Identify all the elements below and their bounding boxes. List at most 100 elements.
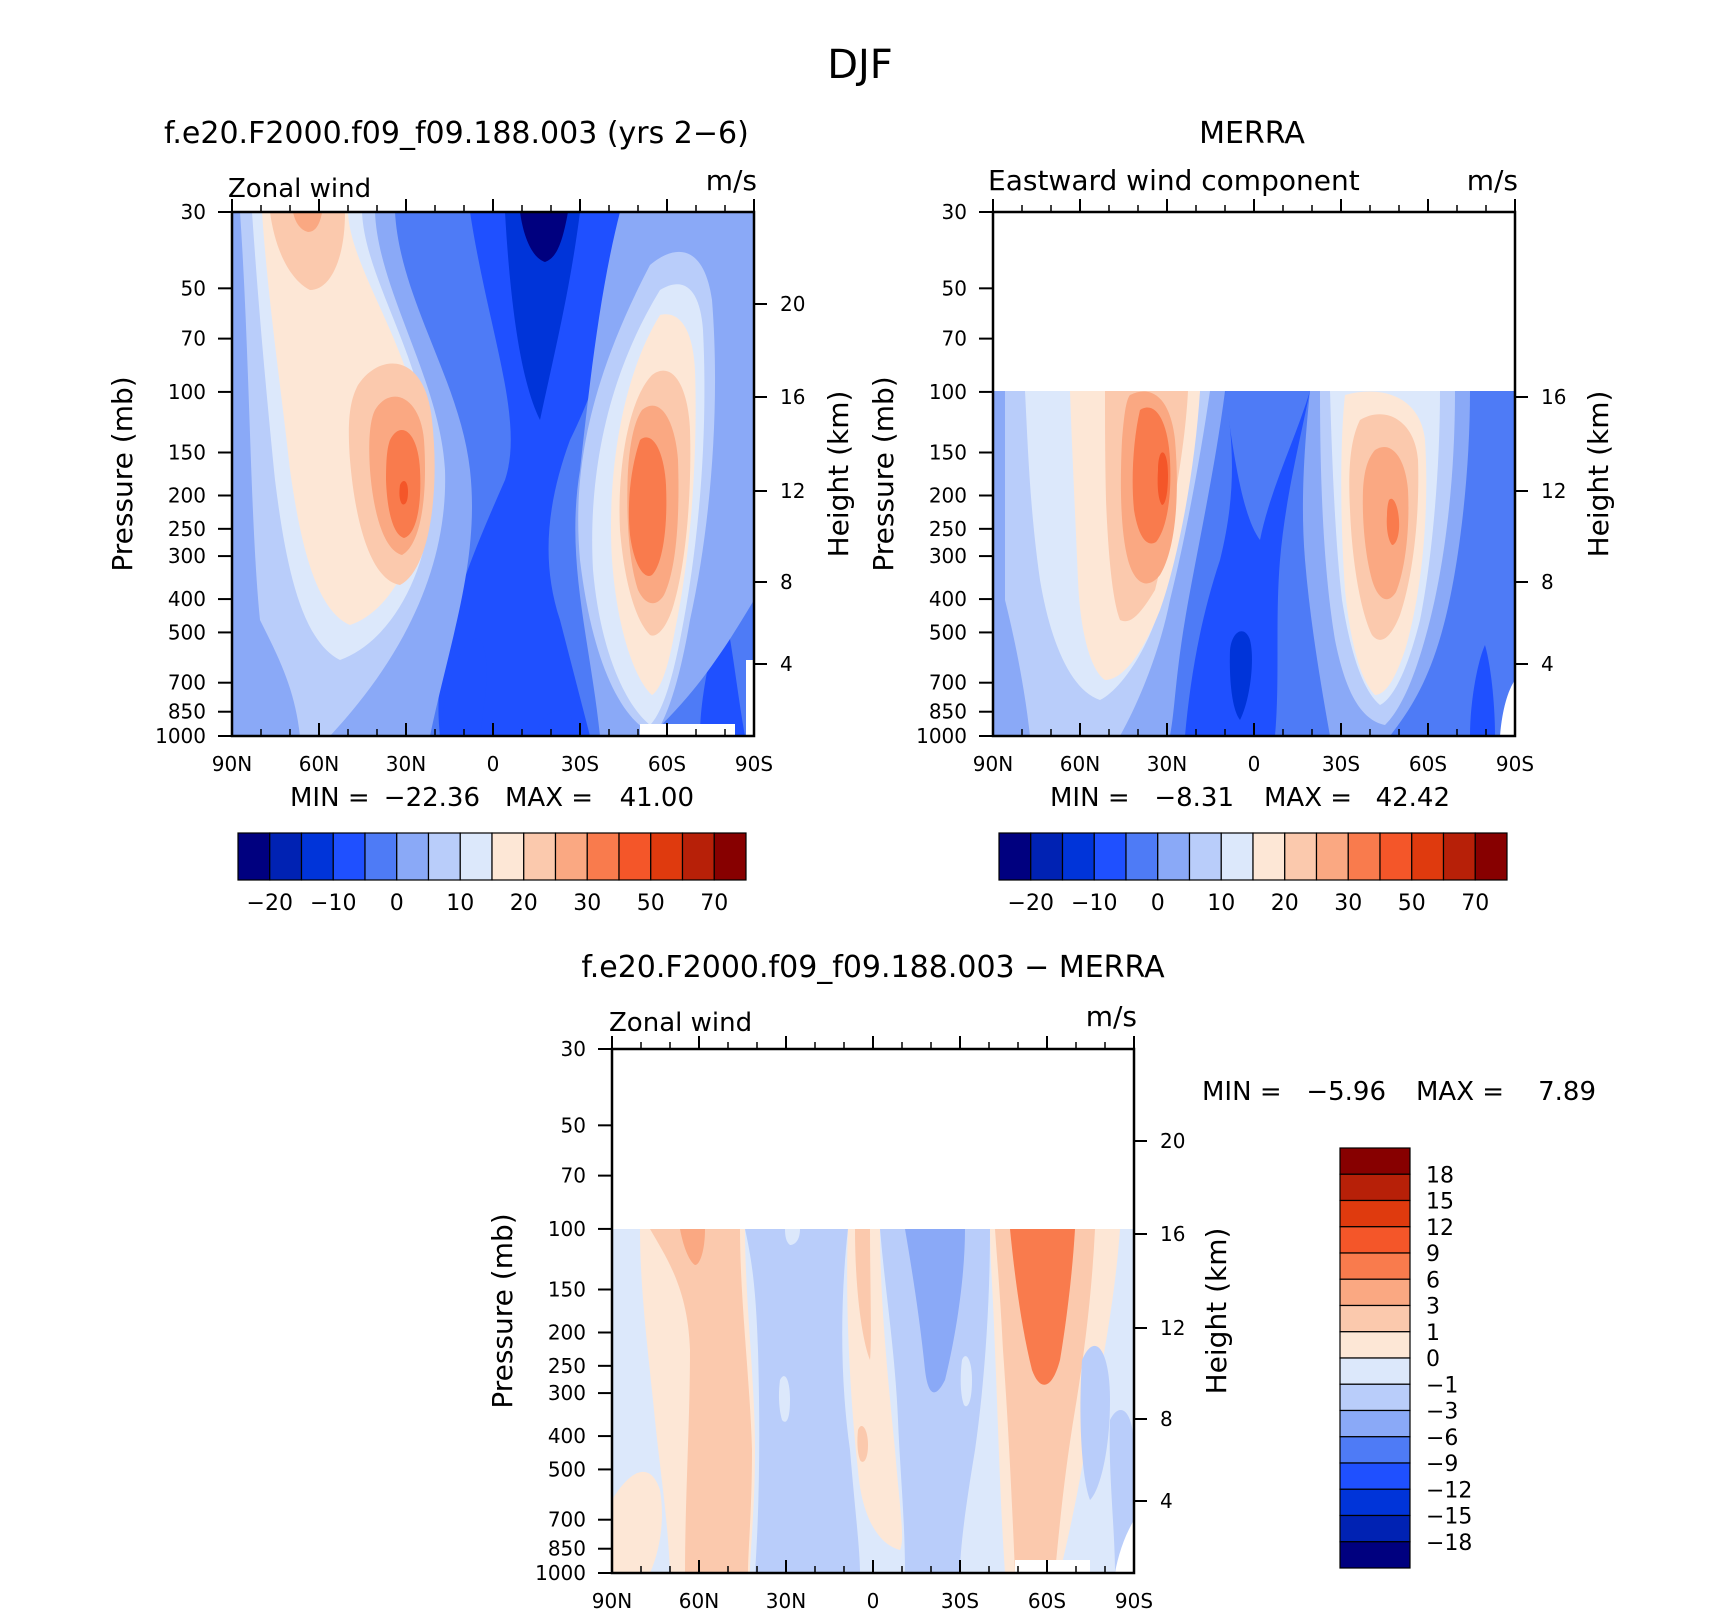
colorbar-label: 9 [1426,1242,1440,1267]
colorbar-label: 30 [1334,891,1362,916]
contour-level-nh-8 [1157,452,1168,505]
colorbar-swatch [1339,1304,1411,1333]
height-tick-label: 8 [780,570,793,594]
height-tick-label: 4 [1160,1489,1173,1513]
y-tick-label: 70 [561,1164,586,1188]
colorbar-swatch [998,832,1032,881]
y-tick-label: 250 [168,517,206,541]
colorbar-swatch [554,832,588,881]
colorbar-swatch [1339,1173,1411,1202]
missing-data [746,660,754,736]
missing-data [1115,1520,1134,1573]
y-tick-label: 250 [548,1354,586,1378]
y-tick-label: 1000 [155,724,206,748]
colorbar-swatch [1411,832,1445,881]
colorbar-label: −15 [1426,1505,1472,1530]
y-tick-label: 50 [181,276,206,300]
y-tick-label: 700 [548,1508,586,1532]
contour-level-nh-7 [1132,407,1171,544]
colorbar-swatch [1339,1436,1411,1464]
colorbar-label: 0 [1151,891,1165,916]
contour-level-pos-5 [855,1229,871,1360]
colorbar-swatch [523,832,557,881]
contour-level-neg-2 [880,1229,990,1573]
ylabel-height: Height (km) [1200,1228,1233,1395]
x-tick-label: 30N [386,752,426,776]
colorbar-swatch [1093,832,1127,881]
colorbar-swatch [1339,1488,1411,1517]
x-tick-label: 60S [1028,1589,1066,1611]
ylabel-pressure: Pressure (mb) [106,376,139,571]
colorbar-swatch [713,832,747,881]
x-tick-label: 90S [1496,752,1534,776]
x-tick-label: 30S [561,752,599,776]
colorbar-label: 18 [1426,1163,1454,1188]
y-tick-label: 500 [548,1457,586,1481]
colorbar-swatch [1339,1278,1411,1307]
y-tick-label: 50 [561,1113,586,1137]
contour-level-easterly-5 [536,710,573,736]
contour-level-pos-6 [857,1425,868,1462]
colorbar-label: 3 [1426,1295,1440,1320]
contour-level-neg-1 [745,1229,860,1573]
y-tick-label: 30 [181,200,206,224]
colorbar-swatch [459,832,493,881]
contour-level-pos-1b [612,1471,662,1573]
colorbar-swatch [618,832,652,881]
colorbar-label: 70 [1461,891,1489,916]
y-tick-label: 1000 [535,1561,586,1585]
contour-level-easterly-1 [438,212,640,736]
colorbar-swatch [332,832,366,881]
y-tick-label: 500 [168,620,206,644]
y-tick-label: 100 [168,380,206,404]
colorbar-label: 20 [1271,891,1299,916]
y-tick-label: 850 [168,700,206,724]
contour-level-pos-8 [995,1229,1095,1573]
height-tick-label: 16 [1160,1222,1185,1246]
contour-level-pos-9 [1010,1229,1075,1385]
contour-level-sh-8 [1470,645,1495,736]
colorbar-swatch [1339,1409,1411,1438]
contour-level-neg-1b [785,1229,800,1245]
height-tick-label: 12 [780,479,805,503]
x-tick-label: 90S [1115,1589,1153,1611]
x-tick-label: 30S [941,1589,979,1611]
y-tick-label: 200 [548,1320,586,1344]
y-tick-label: 100 [929,380,967,404]
panel-difference-title: f.e20.F2000.f09_f09.188.003 − MERRA [581,950,1165,985]
colorbar-label: −20 [1008,891,1054,916]
y-tick-label: 150 [168,441,206,465]
y-tick-label: 200 [929,483,967,507]
panel-model-units: m/s [706,164,757,197]
panel-merra: MERRA Eastward wind component m/s [867,116,1615,916]
x-tick-label: 90N [973,752,1013,776]
colorbar-label: −9 [1426,1452,1458,1477]
contour-level-easterly-2 [505,212,580,420]
x-tick-label: 0 [867,1589,880,1611]
colorbar-swatch [1347,832,1381,881]
contour-level-neg-5 [1080,1345,1110,1500]
y-tick-label: 250 [929,517,967,541]
colorbar-swatch [1157,832,1191,881]
colorbar-swatch [1030,832,1064,881]
colorbar-label: 6 [1426,1268,1440,1293]
height-tick-label: 12 [1160,1316,1185,1340]
y-tick-label: 300 [168,544,206,568]
x-tick-label: 90S [735,752,773,776]
colorbar-label: −6 [1426,1426,1458,1451]
height-tick-label: 20 [1160,1129,1185,1153]
min-label: MIN = [1202,1077,1282,1107]
colorbar-label: 0 [1426,1347,1440,1372]
colorbar-swatch [1125,832,1159,881]
colorbar-label: 12 [1426,1216,1454,1241]
colorbar-swatch [1188,832,1222,881]
colorbar-label: −20 [247,891,293,916]
axes-model: 90N 60N 30N 0 30S 60S 90S 30 50 70 100 150 200 250 300… [155,199,805,776]
y-tick-label: 30 [561,1037,586,1061]
y-tick-label: 300 [929,544,967,568]
missing-data [993,212,1515,391]
min-value: −5.96 [1306,1077,1386,1107]
colorbar-swatch [427,832,461,881]
max-label: MAX = [1416,1077,1504,1107]
